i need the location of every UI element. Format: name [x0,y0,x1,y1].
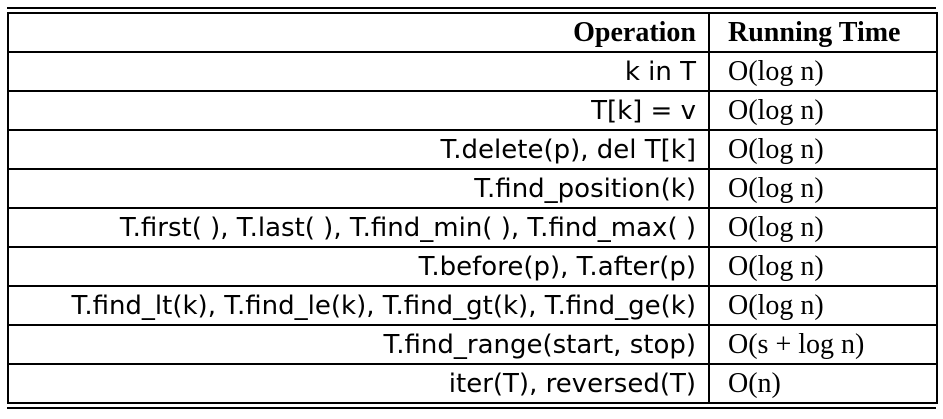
running-time-cell: O(log n) [709,90,937,131]
table-row: T.find_position(k) O(log n) [8,168,937,209]
table-row: k in T O(log n) [8,51,937,92]
running-time-cell: O(log n) [709,129,937,170]
operation-cell: T.find_position(k) [8,168,710,209]
table-row: T.delete(p), del T[k] O(log n) [8,129,937,170]
operation-cell: T.delete(p), del T[k] [8,129,710,170]
operation-cell: T.first( ), T.last( ), T.find_min( ), T.… [8,207,710,248]
running-time-cell: O(s + log n) [709,324,937,365]
running-time-cell: O(log n) [709,207,937,248]
running-time-cell: O(log n) [709,51,937,92]
table-row: T.find_range(start, stop) O(s + log n) [8,324,937,365]
operation-cell: iter(T), reversed(T) [8,363,710,404]
operation-column-header: Operation [8,12,710,53]
running-time-cell: O(n) [709,363,937,404]
table-row: iter(T), reversed(T) O(n) [8,363,937,404]
running-time-column-header: Running Time [709,12,937,53]
operation-cell: k in T [8,51,710,92]
running-time-cell: O(log n) [709,246,937,287]
running-time-cell: O(log n) [709,168,937,209]
table-row: T.first( ), T.last( ), T.find_min( ), T.… [8,207,937,248]
running-time-cell: O(log n) [709,285,937,326]
table-row: T.find_lt(k), T.find_le(k), T.find_gt(k)… [8,285,937,326]
complexity-table: Operation Running Time k in T O(log n) T… [7,12,938,404]
complexity-table-frame: Operation Running Time k in T O(log n) T… [7,7,938,409]
operation-cell: T.before(p), T.after(p) [8,246,710,287]
header-row: Operation Running Time [8,12,937,53]
table-row: T[k] = v O(log n) [8,90,937,131]
table-row: T.before(p), T.after(p) O(log n) [8,246,937,287]
operation-cell: T.find_range(start, stop) [8,324,710,365]
operation-cell: T.find_lt(k), T.find_le(k), T.find_gt(k)… [8,285,710,326]
operation-cell: T[k] = v [8,90,710,131]
